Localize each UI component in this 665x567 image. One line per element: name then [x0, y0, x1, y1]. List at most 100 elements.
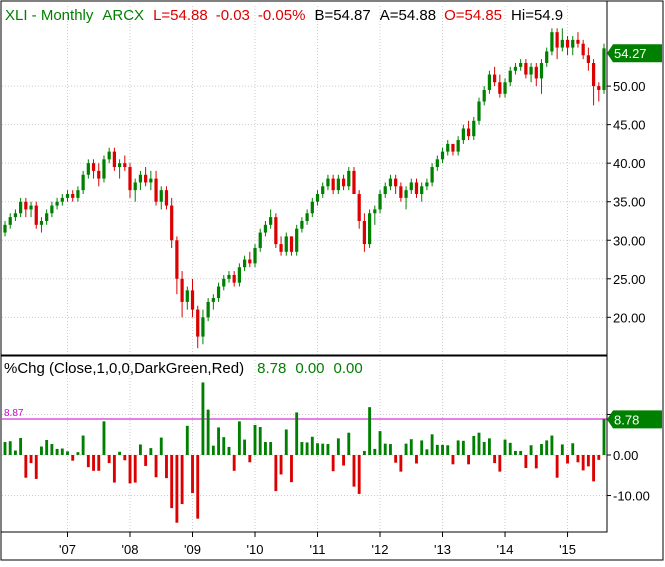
candle-body [34, 205, 38, 225]
candle-body [378, 194, 382, 210]
candle-body [128, 167, 132, 191]
indicator-value-1: 8.78 [257, 360, 286, 377]
pct-change-bar [118, 451, 122, 455]
candle-body [362, 220, 367, 245]
x-tick-label: '13 [434, 542, 451, 557]
pct-change-bar [493, 455, 497, 464]
pct-change-bar [326, 444, 330, 455]
indicator-legend: %Chg (Close,1,0,0,DarkGreen,Red) 8.78 0.00… [4, 360, 363, 377]
pct-change-bar [253, 425, 257, 455]
pct-change-bar [529, 445, 533, 455]
candle-body [175, 240, 179, 279]
pct-change-bar [357, 455, 361, 494]
candle-body [76, 190, 80, 198]
candle-body [326, 178, 330, 187]
pct-change-bar [540, 444, 543, 455]
pct-change-bar [383, 443, 387, 455]
pct-change-bar [81, 435, 85, 455]
pct-change-bar [347, 432, 351, 455]
candle-body [357, 194, 361, 221]
price-panel-frame [0, 0, 608, 356]
pct-change-bar [243, 439, 247, 455]
candle-body [190, 290, 195, 310]
pct-change-bar [524, 455, 528, 468]
last-price-tag-text: 54.27 [614, 46, 647, 61]
pct-change-bar [441, 444, 444, 455]
pct-change-bar [545, 440, 549, 455]
pct-change-bar [519, 450, 523, 455]
candle-body [117, 163, 122, 168]
candle-body [242, 259, 247, 268]
candle-body [498, 82, 502, 94]
pct-change-bar [60, 448, 64, 455]
price-tick-label: 45.00 [613, 118, 646, 133]
candle-body [97, 170, 101, 179]
candle-body [138, 174, 143, 183]
candle-body [482, 89, 486, 102]
pct-change-bar [514, 450, 517, 455]
pct-change-bar [394, 455, 398, 463]
candle-body [201, 317, 205, 337]
pct-change-bar [399, 455, 403, 472]
pct-change-bar [274, 455, 278, 492]
pct-change-bar [498, 455, 502, 472]
pct-change-bar [180, 455, 184, 505]
candle-body [289, 236, 294, 252]
pct-change-bar [336, 438, 340, 455]
pct-change-bar [321, 443, 325, 455]
price-tick-label: 40.00 [613, 156, 646, 171]
candle-body [602, 48, 606, 90]
pct-change-bar [503, 439, 507, 455]
candle-body [19, 201, 23, 214]
candle-body [508, 70, 512, 83]
candle-body [461, 128, 465, 141]
candle-body [144, 174, 148, 183]
candle-body [206, 301, 210, 318]
candle-body [409, 182, 413, 191]
candle-body [159, 190, 163, 202]
pct-change-bar [29, 455, 33, 464]
pct-change-bar [373, 448, 377, 455]
candlestick-series [3, 28, 606, 349]
x-tick-label: '10 [247, 542, 264, 557]
candle-body [24, 201, 28, 210]
pct-change-bar [482, 442, 486, 455]
candle-body [279, 244, 283, 252]
candle-body [524, 62, 528, 75]
candle-body [565, 39, 570, 48]
x-tick-label: '12 [372, 542, 389, 557]
candle-body [446, 143, 450, 152]
pct-change-bar [133, 455, 137, 483]
exchange-label: ARCX [102, 7, 144, 24]
pct-change-bar [92, 455, 95, 471]
pct-change-bar [477, 432, 481, 455]
ask-label: A=54.88 [380, 7, 436, 24]
pct-change-bar [430, 434, 434, 455]
candle-body [112, 151, 116, 168]
pct-change-bar [40, 446, 43, 455]
x-tick-label: '11 [310, 542, 326, 557]
price-tick-label: 35.00 [613, 195, 646, 210]
pct-change-bar [13, 450, 17, 455]
candle-body [305, 213, 309, 221]
pct-change-bar [331, 455, 335, 472]
candle-body [13, 213, 18, 218]
candle-body [451, 143, 455, 152]
x-tick-label: '15 [559, 542, 576, 557]
pct-change-bar [107, 455, 111, 464]
candle-body [107, 151, 111, 160]
candle-body [456, 140, 460, 152]
pct-change-bar [138, 444, 142, 455]
candle-body [383, 186, 387, 195]
candle-body [123, 163, 127, 168]
candle-body [8, 217, 12, 225]
candle-body [534, 66, 538, 79]
candle-body [60, 197, 64, 202]
pct-change-bar [159, 437, 163, 455]
pct-change-bar [175, 455, 179, 523]
pct-change-bar [211, 445, 215, 455]
price-tick-label: 20.00 [613, 310, 646, 325]
candle-body [591, 62, 596, 87]
pct-change-bar [86, 455, 90, 468]
candle-body [45, 213, 49, 221]
